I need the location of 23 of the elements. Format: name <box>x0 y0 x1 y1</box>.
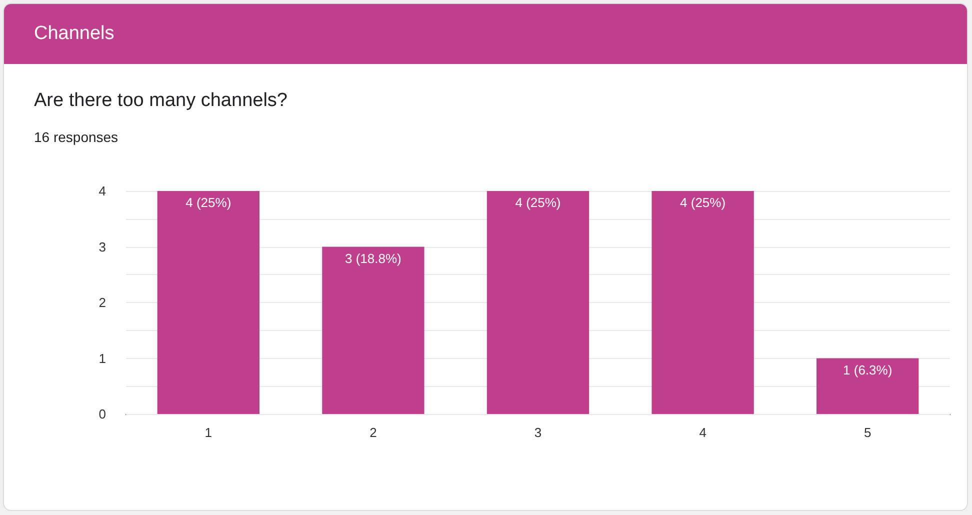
bar <box>486 191 590 414</box>
x-tick-label: 4 <box>699 425 706 440</box>
bar <box>816 358 919 414</box>
y-tick-label: 2 <box>98 295 106 310</box>
data-label: 1 (6.3%) <box>843 362 892 378</box>
chart-title: Channels <box>4 4 967 64</box>
bar <box>322 246 424 414</box>
y-tick-label: 4 <box>98 184 106 198</box>
y-tick-label: 3 <box>98 239 106 254</box>
chart-subtitle: Are there too many channels? <box>34 90 288 112</box>
y-tick-label: 1 <box>98 350 106 366</box>
text: 16 responses <box>34 129 118 145</box>
data-label: 4 (25%) <box>680 195 726 210</box>
bar <box>652 191 754 414</box>
y-tick-label: 0 <box>98 406 106 422</box>
x-tick-label: 3 <box>534 425 542 440</box>
data-label: 4 (25%) <box>515 195 561 210</box>
data-label: 3 (18.8%) <box>345 250 402 266</box>
x-tick-label: 2 <box>370 425 377 440</box>
x-tick-label: 1 <box>204 425 212 440</box>
bar <box>157 191 260 414</box>
data-label: 4 (25%) <box>186 195 232 210</box>
x-tick-label: 5 <box>864 425 872 440</box>
